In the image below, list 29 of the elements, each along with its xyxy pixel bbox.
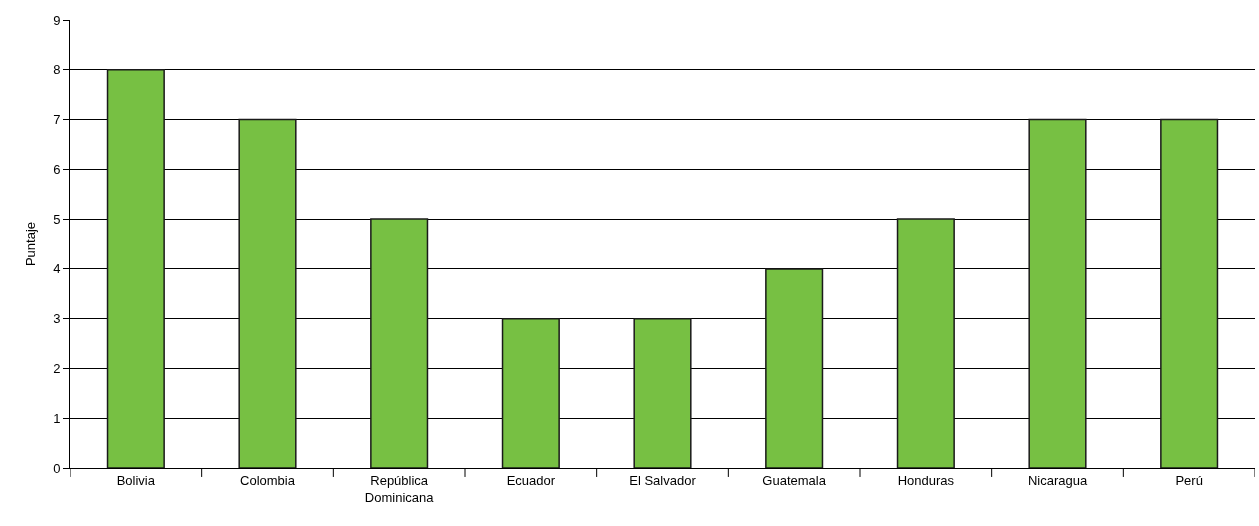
bar [501, 317, 560, 468]
x-tick-label: Nicaragua [1027, 472, 1088, 488]
bar [1160, 118, 1219, 468]
x-tick-label: El Salvador [629, 472, 697, 488]
x-tick-label: Ecuador [506, 472, 556, 488]
x-tick-label: Honduras [897, 472, 955, 488]
y-tick-label: 1 [53, 410, 61, 426]
x-tick-label: Guatemala [762, 472, 827, 488]
bar [370, 218, 429, 468]
x-tick-label: Perú [1175, 472, 1203, 488]
bar [1028, 118, 1087, 468]
bar [896, 218, 955, 468]
y-tick-label: 0 [53, 460, 61, 476]
y-axis-title: Puntaje [23, 221, 39, 267]
x-tick-label: Colombia [240, 472, 296, 488]
y-tick-label: 9 [53, 12, 61, 28]
y-tick-label: 2 [53, 360, 61, 376]
bar [106, 69, 165, 468]
y-tick-label: 8 [53, 62, 61, 78]
y-tick-label: 4 [53, 261, 61, 277]
y-tick-label: 7 [53, 112, 61, 128]
y-tick-label: 3 [53, 311, 61, 327]
bar [765, 268, 824, 468]
bar [238, 118, 297, 468]
x-tick-label: República Dominicana [364, 472, 435, 505]
y-tick-label: 5 [53, 211, 61, 227]
bar [633, 317, 692, 468]
y-tick-label: 6 [53, 161, 61, 177]
x-tick-label: Bolivia [116, 472, 156, 488]
